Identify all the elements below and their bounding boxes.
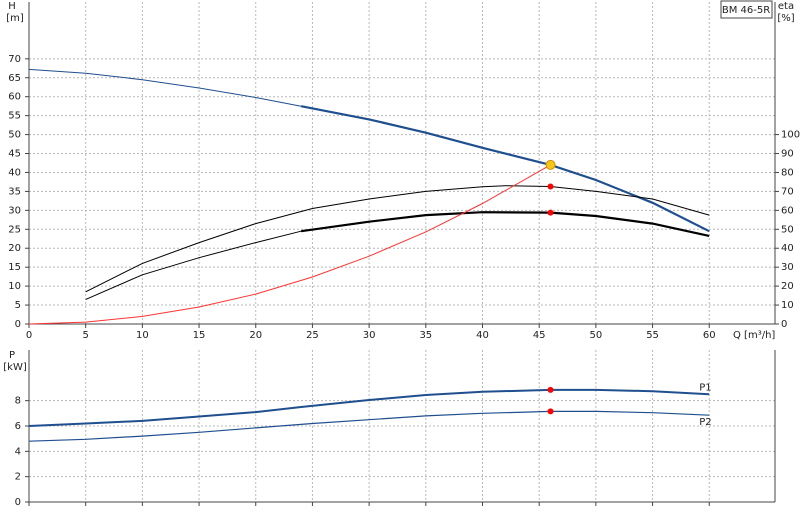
y-tick-label: 40: [8, 167, 21, 178]
title-box: [720, 0, 773, 19]
y2-axis-label: eta: [778, 1, 794, 12]
y2-tick-label: 10: [781, 300, 794, 311]
y-tick-label: 4: [15, 446, 21, 457]
y-tick-label: 10: [8, 281, 21, 292]
chart-title: BM 46-5R: [722, 5, 770, 16]
curve-label: P2: [699, 417, 711, 428]
y-tick-label: 30: [8, 205, 21, 216]
curve: [85, 185, 710, 293]
y-tick-label: 15: [8, 262, 21, 273]
y2-tick-label: 100: [781, 130, 800, 141]
y-tick-label: 2: [15, 472, 21, 483]
y2-tick-label: 60: [781, 205, 794, 216]
x-tick-label: 45: [533, 330, 546, 341]
y-axis-label: P: [9, 350, 15, 361]
y-tick-label: 0: [15, 319, 21, 330]
x-axis-label: Q [m³/h]: [733, 330, 775, 341]
operating-point: [547, 408, 554, 415]
y2-tick-label: 80: [781, 167, 794, 178]
y-tick-label: 8: [15, 396, 21, 407]
operating-point: [547, 386, 554, 393]
x-tick-label: 20: [249, 330, 262, 341]
y-tick-label: 55: [8, 111, 21, 122]
curve: [28, 68, 302, 107]
y2-tick-label: 40: [781, 243, 794, 254]
y2-tick-label: 30: [781, 262, 794, 273]
y-tick-label: 45: [8, 149, 21, 160]
x-tick-label: 35: [419, 330, 432, 341]
y2-tick-label: 70: [781, 186, 794, 197]
y-tick-label: 5: [15, 300, 21, 311]
curve: [28, 388, 710, 427]
y2-tick-label: 50: [781, 224, 794, 235]
y-tick-label: 35: [8, 186, 21, 197]
x-tick-label: 30: [363, 330, 376, 341]
curve: [28, 164, 551, 325]
operating-point: [547, 183, 554, 190]
y-tick-label: 65: [8, 73, 21, 84]
y2-tick-label: 0: [781, 319, 787, 330]
x-tick-label: 0: [26, 330, 32, 341]
operating-point: [545, 159, 556, 170]
y-tick-label: 20: [8, 243, 21, 254]
x-tick-label: 25: [306, 330, 319, 341]
y-axis-unit: [kW]: [3, 362, 27, 373]
y-tick-label: 70: [8, 54, 21, 65]
curve: [85, 230, 302, 300]
y2-tick-label: 20: [781, 281, 794, 292]
y-axis-unit: [m]: [6, 13, 24, 24]
y-tick-label: 50: [8, 130, 21, 141]
x-tick-label: 5: [82, 330, 88, 341]
y-tick-label: 6: [15, 421, 21, 432]
y-tick-label: 60: [8, 92, 21, 103]
x-tick-label: 60: [703, 330, 716, 341]
y-axis-label: H: [8, 1, 16, 12]
x-tick-label: 10: [136, 330, 149, 341]
x-tick-label: 40: [476, 330, 489, 341]
curve: [300, 211, 710, 237]
x-tick-label: 55: [646, 330, 659, 341]
operating-point: [547, 209, 554, 216]
curve-label: P1: [699, 382, 711, 393]
curve: [28, 410, 710, 442]
x-tick-label: 50: [590, 330, 603, 341]
y-tick-label: 25: [8, 224, 21, 235]
x-tick-label: 15: [193, 330, 206, 341]
curve: [300, 105, 710, 233]
y2-tick-label: 90: [781, 149, 794, 160]
y2-axis-unit: [%]: [777, 13, 794, 24]
y-tick-label: 0: [15, 497, 21, 508]
